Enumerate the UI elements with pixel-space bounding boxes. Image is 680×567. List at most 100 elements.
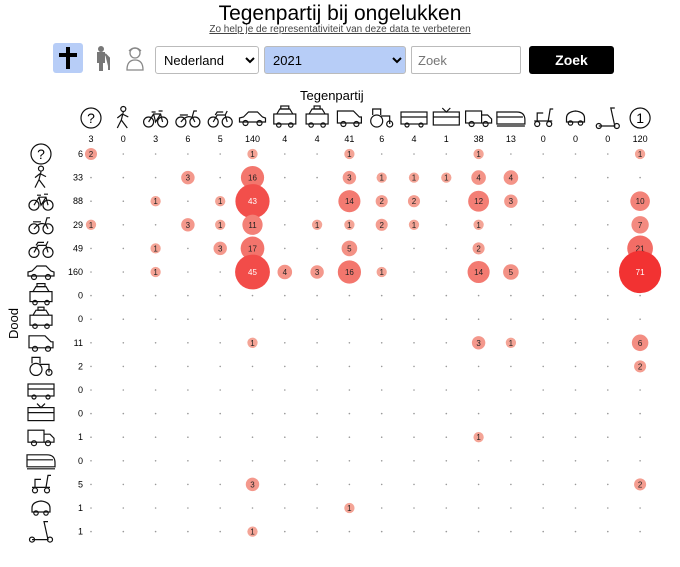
bubble-label: 3	[186, 221, 191, 230]
bubble[interactable]	[181, 218, 195, 232]
bubble[interactable]	[242, 214, 263, 235]
bubble[interactable]	[213, 241, 227, 256]
search-button[interactable]: Zoek	[529, 46, 614, 74]
bubble[interactable]	[375, 218, 388, 231]
bubble[interactable]	[631, 216, 649, 234]
bubble[interactable]	[503, 170, 519, 185]
bubble[interactable]	[634, 360, 647, 373]
bubble[interactable]	[235, 254, 270, 290]
mode-child-button[interactable]	[120, 43, 150, 73]
column-total: 0	[573, 134, 578, 144]
bubble[interactable]	[150, 196, 161, 207]
bubble-label: 4	[283, 268, 288, 277]
bubble[interactable]	[247, 337, 258, 348]
bubble[interactable]	[215, 196, 226, 207]
bubble[interactable]	[344, 148, 355, 160]
mobility-scooter-icon	[534, 108, 554, 128]
empty-cell-dot	[284, 294, 286, 297]
empty-cell-dot	[445, 153, 448, 155]
bubble-label: 3	[347, 174, 352, 183]
bubble[interactable]	[338, 190, 361, 213]
bubble[interactable]	[472, 242, 485, 255]
column-total: 6	[379, 134, 384, 144]
bubble[interactable]	[468, 190, 490, 212]
x-axis-title: Tegenpartij	[300, 88, 364, 103]
bubble[interactable]	[247, 526, 258, 537]
bubble[interactable]	[467, 260, 490, 284]
bubble[interactable]	[181, 170, 195, 185]
bubble[interactable]	[375, 195, 388, 208]
bubble[interactable]	[408, 172, 420, 183]
empty-cell-dot	[380, 318, 383, 321]
empty-cell-dot	[380, 365, 383, 368]
bubble-label: 2	[638, 362, 643, 371]
search-input[interactable]	[411, 46, 521, 74]
bubble[interactable]	[473, 219, 484, 230]
bubble[interactable]	[441, 172, 452, 183]
empty-cell-dot	[284, 318, 286, 321]
svg-text:1: 1	[636, 110, 644, 126]
empty-cell-dot	[316, 176, 318, 179]
bubble[interactable]	[150, 266, 161, 278]
bubble[interactable]	[504, 194, 518, 208]
bubble[interactable]	[240, 236, 265, 261]
country-select[interactable]: Nederland	[155, 46, 259, 74]
empty-cell-dot	[380, 247, 383, 250]
empty-cell-dot	[122, 224, 125, 226]
empty-cell-dot	[510, 436, 512, 439]
bubble[interactable]	[342, 170, 357, 185]
empty-cell-dot	[316, 530, 318, 533]
bubble[interactable]	[341, 240, 358, 257]
bubble[interactable]	[84, 147, 98, 161]
bubble[interactable]	[344, 219, 355, 230]
bubble[interactable]	[408, 219, 420, 230]
bubble[interactable]	[376, 172, 387, 183]
mode-injured-button[interactable]	[87, 43, 117, 73]
bubble[interactable]	[277, 264, 293, 280]
empty-cell-dot	[477, 294, 480, 297]
bubble[interactable]	[473, 148, 484, 160]
empty-cell-dot	[316, 365, 318, 368]
bubble[interactable]	[85, 219, 97, 230]
single-vehicle-icon: 1	[629, 107, 651, 129]
empty-cell-dot	[251, 389, 254, 391]
bubble[interactable]	[634, 148, 646, 160]
empty-cell-dot	[445, 342, 448, 344]
bubble[interactable]	[150, 243, 161, 254]
empty-cell-dot	[445, 436, 448, 439]
bubble[interactable]	[215, 219, 226, 230]
empty-cell-dot	[542, 412, 544, 415]
bubble-label: 2	[89, 150, 94, 159]
bubble[interactable]	[471, 170, 486, 185]
bubble[interactable]	[240, 166, 265, 190]
bubble[interactable]	[235, 184, 270, 219]
bubble[interactable]	[630, 191, 650, 211]
bubble[interactable]	[407, 195, 421, 208]
bubble[interactable]	[618, 250, 662, 294]
empty-cell-dot	[219, 412, 221, 415]
bubble[interactable]	[245, 477, 260, 492]
empty-cell-dot	[251, 412, 254, 415]
empty-cell-dot	[574, 389, 577, 391]
bubble[interactable]	[631, 334, 649, 352]
empty-cell-dot	[90, 271, 92, 273]
bubble[interactable]	[337, 260, 361, 284]
help-link[interactable]: Zo help je de representativiteit van dez…	[209, 24, 471, 35]
bubble[interactable]	[310, 265, 324, 279]
bubble[interactable]	[471, 336, 486, 350]
bubble[interactable]	[505, 337, 517, 348]
bubble[interactable]	[311, 219, 323, 230]
bubble[interactable]	[503, 264, 519, 280]
year-select[interactable]: 2021	[264, 46, 406, 74]
empty-cell-dot	[510, 318, 512, 321]
empty-cell-dot	[477, 318, 480, 321]
bubble[interactable]	[376, 266, 387, 278]
bubble[interactable]	[634, 478, 647, 491]
empty-cell-dot	[90, 294, 92, 297]
mode-dead-button[interactable]	[53, 43, 83, 73]
bubble[interactable]	[247, 148, 258, 160]
bubble[interactable]	[344, 502, 355, 514]
empty-cell-dot	[284, 176, 286, 179]
empty-cell-dot	[445, 412, 448, 415]
bubble[interactable]	[473, 432, 484, 443]
